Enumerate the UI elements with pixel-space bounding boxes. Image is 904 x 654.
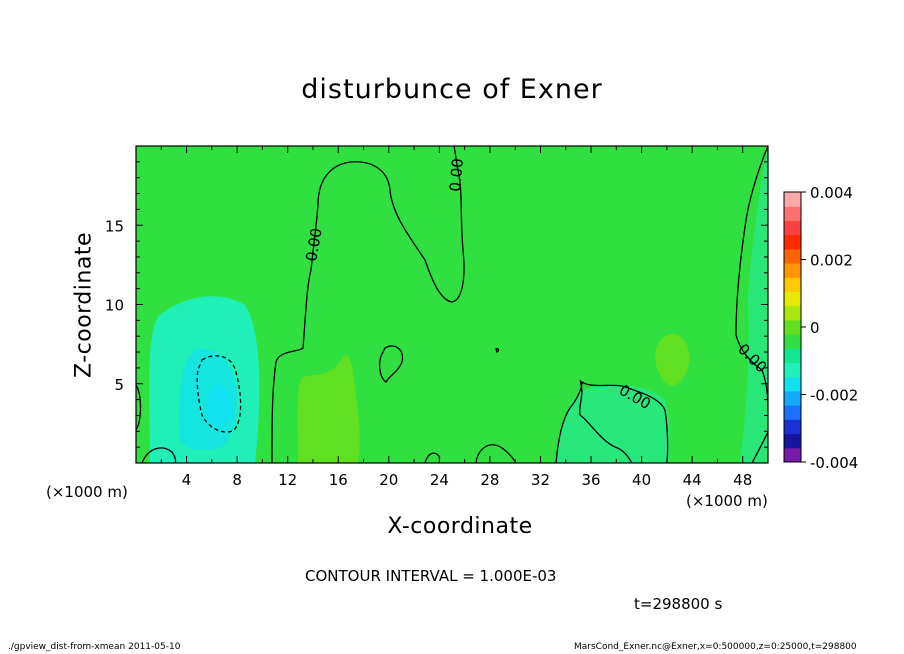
negative-region-core bbox=[206, 385, 232, 426]
contour-negative-dashed bbox=[196, 355, 242, 433]
x-axis-unit-right: (×1000 m) bbox=[686, 492, 768, 510]
contour-lines bbox=[136, 146, 768, 463]
contour-zero-loop-small bbox=[379, 345, 404, 383]
y-tick-label: 5 bbox=[114, 376, 124, 394]
colorbar-segment bbox=[784, 248, 801, 264]
colorbar-segment bbox=[784, 390, 801, 406]
contour-label: 0.00 bbox=[446, 158, 467, 193]
contour-zero-bottom-left bbox=[141, 447, 177, 463]
y-tick-label: 10 bbox=[105, 297, 124, 315]
contour-labels: 0.00 0.00 0.00 0.00 bbox=[302, 158, 770, 414]
colorbar-tick-label: 0.004 bbox=[810, 184, 853, 202]
x-tick-label: 16 bbox=[329, 471, 348, 489]
colorbar-tick-label: -0.004 bbox=[810, 454, 858, 472]
y-tick-label: 15 bbox=[105, 217, 124, 235]
footer-left: ./gpview_dist-from-xmean 2011-05-10 bbox=[8, 642, 181, 652]
colorbar-segment bbox=[784, 319, 801, 335]
colorbar-segment bbox=[784, 334, 801, 349]
colorbar-segment bbox=[784, 305, 801, 321]
contour-zero-far-right-bottom bbox=[751, 431, 768, 463]
x-axis: 4 8 12 16 20 24 28 32 36 40 44 48 bbox=[160, 146, 752, 489]
x-tick-label: 40 bbox=[632, 471, 651, 489]
x-tick-label: 32 bbox=[531, 471, 550, 489]
time-label: t=298800 s bbox=[634, 595, 723, 613]
x-tick-label: 24 bbox=[430, 471, 449, 489]
x-tick-label: 44 bbox=[683, 471, 702, 489]
contour-zero-loop-dot bbox=[495, 348, 500, 354]
contour-zero-bottom-mid2 bbox=[475, 444, 517, 463]
colorbar-segment bbox=[784, 362, 801, 378]
colorbar-segment bbox=[784, 433, 801, 449]
colorbar-segment bbox=[784, 291, 801, 307]
colorbar-segment bbox=[784, 419, 801, 435]
contour-zero-left-line bbox=[271, 146, 465, 463]
contour-zero-far-right bbox=[735, 146, 768, 411]
contour-fill bbox=[136, 146, 768, 463]
colorbar-segment bbox=[784, 206, 801, 221]
x-tick-label: 28 bbox=[480, 471, 499, 489]
x-tick-label: 48 bbox=[733, 471, 752, 489]
x-tick-label: 12 bbox=[278, 471, 297, 489]
positive-region-low bbox=[297, 355, 360, 463]
colorbar-tick-label: -0.002 bbox=[810, 387, 858, 405]
colorbar-segment bbox=[784, 263, 801, 278]
colorbar-tick-label: 0 bbox=[810, 319, 820, 337]
colorbar-segment bbox=[784, 234, 801, 250]
colorbar-segment bbox=[784, 376, 801, 392]
chart-title: disturbunce of Exner bbox=[301, 74, 603, 105]
colorbar: 0.004 0.002 0 -0.002 -0.004 bbox=[783, 184, 858, 472]
colorbar-segment bbox=[784, 220, 801, 236]
contour-zero-right-region bbox=[555, 380, 669, 463]
footer-right: MarsCond_Exner.nc@Exner,x=0:500000,z=0:2… bbox=[574, 642, 857, 652]
contour-interval-text: CONTOUR INTERVAL = 1.000E-03 bbox=[305, 567, 557, 585]
contour-zero-right-inner bbox=[578, 379, 633, 463]
colorbar-segment bbox=[784, 348, 801, 364]
x-tick-label: 8 bbox=[232, 471, 242, 489]
x-tick-label: 20 bbox=[379, 471, 398, 489]
negative-region-mid-right bbox=[556, 384, 670, 463]
contour-zero-edge-left bbox=[136, 384, 142, 431]
colorbar-segment bbox=[784, 277, 801, 292]
x-axis-label: X-coordinate bbox=[387, 514, 533, 539]
y-axis-label: Z-coordinate bbox=[71, 232, 97, 378]
colorbar-segment bbox=[784, 447, 801, 463]
colorbar-tick-label: 0.002 bbox=[810, 252, 853, 270]
contour-label: 0.00 bbox=[302, 227, 326, 263]
x-axis-unit-left: (×1000 m) bbox=[46, 483, 128, 501]
positive-region-right bbox=[655, 333, 690, 386]
x-tick-label: 36 bbox=[581, 471, 600, 489]
x-tick-label: 4 bbox=[182, 471, 192, 489]
colorbar-segment bbox=[784, 192, 801, 207]
y-axis: 5 10 15 bbox=[105, 161, 768, 448]
colorbar-segment bbox=[784, 405, 801, 420]
